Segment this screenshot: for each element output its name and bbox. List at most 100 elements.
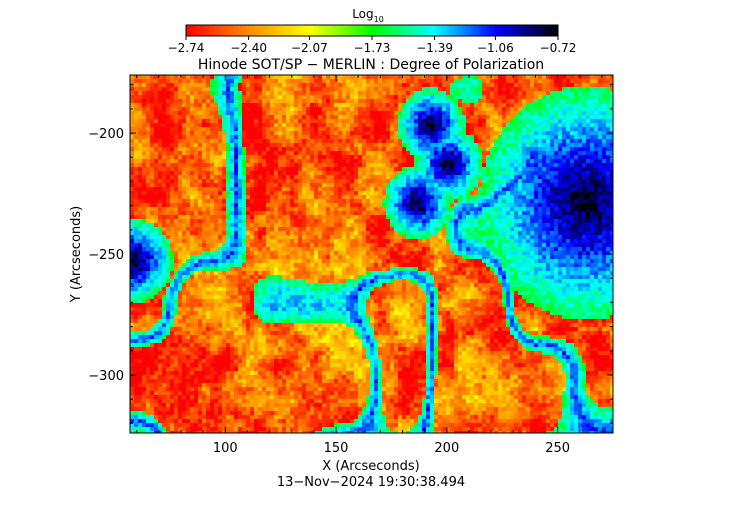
heatmap-cell: [294, 131, 298, 135]
heatmap-cell: [610, 183, 613, 187]
heatmap-cell: [370, 199, 374, 203]
heatmap-cell: [134, 119, 138, 123]
heatmap-cell: [582, 179, 586, 183]
heatmap-cell: [242, 235, 246, 239]
heatmap-cell: [294, 143, 298, 147]
heatmap-cell: [206, 75, 210, 79]
heatmap-cell: [246, 115, 250, 119]
heatmap-cell: [570, 79, 574, 83]
heatmap-cell: [546, 195, 550, 199]
heatmap-cell: [146, 123, 150, 127]
heatmap-cell: [190, 91, 194, 95]
heatmap-cell: [230, 183, 234, 187]
heatmap-cell: [242, 167, 246, 171]
heatmap-cell: [198, 175, 202, 179]
heatmap-cell: [322, 187, 326, 191]
heatmap-cell: [158, 163, 162, 167]
heatmap-cell: [330, 119, 334, 123]
heatmap-cell: [394, 135, 398, 139]
heatmap-cell: [514, 91, 518, 95]
heatmap-cell: [262, 215, 266, 219]
heatmap-cell: [150, 131, 154, 135]
heatmap-cell: [366, 175, 370, 179]
heatmap-cell: [394, 163, 398, 167]
heatmap-cell: [534, 75, 538, 79]
heatmap-cell: [210, 79, 214, 83]
heatmap-cell: [246, 107, 250, 111]
heatmap-cell: [398, 131, 402, 135]
heatmap-cell: [194, 207, 198, 211]
heatmap-cell: [286, 147, 290, 151]
heatmap-cell: [566, 115, 570, 119]
heatmap-cell: [238, 159, 242, 163]
heatmap-cell: [210, 119, 214, 123]
heatmap-cell: [262, 131, 266, 135]
heatmap-cell: [502, 195, 506, 199]
heatmap-cell: [474, 119, 478, 123]
heatmap-cell: [498, 107, 502, 111]
heatmap-cell: [226, 191, 230, 195]
heatmap-cell: [394, 99, 398, 103]
heatmap-cell: [210, 83, 214, 87]
heatmap-cell: [434, 135, 438, 139]
heatmap-cell: [458, 119, 462, 123]
heatmap-cell: [178, 99, 182, 103]
heatmap-cell: [478, 131, 482, 135]
heatmap-cell: [478, 91, 482, 95]
heatmap-cell: [198, 219, 202, 223]
heatmap-cell: [606, 211, 610, 215]
heatmap-cell: [350, 75, 354, 79]
heatmap-cell: [334, 199, 338, 203]
heatmap-cell: [430, 99, 434, 103]
heatmap-cell: [254, 151, 258, 155]
heatmap-cell: [426, 107, 430, 111]
heatmap-cell: [290, 191, 294, 195]
heatmap-cell: [578, 103, 582, 107]
heatmap-cell: [450, 219, 454, 223]
heatmap-cell: [490, 159, 494, 163]
heatmap-cell: [534, 91, 538, 95]
heatmap-cell: [366, 155, 370, 159]
heatmap-cell: [178, 203, 182, 207]
heatmap-cell: [154, 231, 158, 235]
heatmap-cell: [446, 115, 450, 119]
heatmap-cell: [158, 135, 162, 139]
heatmap-cell: [178, 183, 182, 187]
heatmap-cell: [422, 223, 426, 227]
heatmap-cell: [294, 227, 298, 231]
heatmap-cell: [270, 131, 274, 135]
heatmap-cell: [422, 155, 426, 159]
heatmap-cell: [398, 143, 402, 147]
heatmap-cell: [262, 183, 266, 187]
heatmap-cell: [290, 139, 294, 143]
heatmap-cell: [234, 179, 238, 183]
heatmap-cell: [566, 111, 570, 115]
heatmap-cell: [470, 167, 474, 171]
heatmap-cell: [266, 163, 270, 167]
heatmap-cell: [250, 171, 254, 175]
heatmap-cell: [530, 235, 534, 239]
heatmap-cell: [378, 171, 382, 175]
heatmap-cell: [266, 79, 270, 83]
heatmap-cell: [418, 183, 422, 187]
heatmap-cell: [578, 127, 582, 131]
heatmap-cell: [350, 223, 354, 227]
heatmap-cell: [474, 135, 478, 139]
heatmap-cell: [238, 99, 242, 103]
heatmap-cell: [214, 171, 218, 175]
heatmap-cell: [402, 159, 406, 163]
heatmap-cell: [166, 91, 170, 95]
heatmap-cell: [338, 215, 342, 219]
heatmap-cell: [258, 227, 262, 231]
heatmap-cell: [378, 215, 382, 219]
heatmap-cell: [546, 115, 550, 119]
heatmap-cell: [146, 91, 150, 95]
heatmap-cell: [606, 151, 610, 155]
heatmap-cell: [270, 179, 274, 183]
heatmap-cell: [590, 99, 594, 103]
heatmap-cell: [582, 199, 586, 203]
heatmap-cell: [194, 83, 198, 87]
heatmap-cell: [318, 175, 322, 179]
heatmap-cell: [342, 75, 346, 79]
heatmap-cell: [602, 219, 606, 223]
